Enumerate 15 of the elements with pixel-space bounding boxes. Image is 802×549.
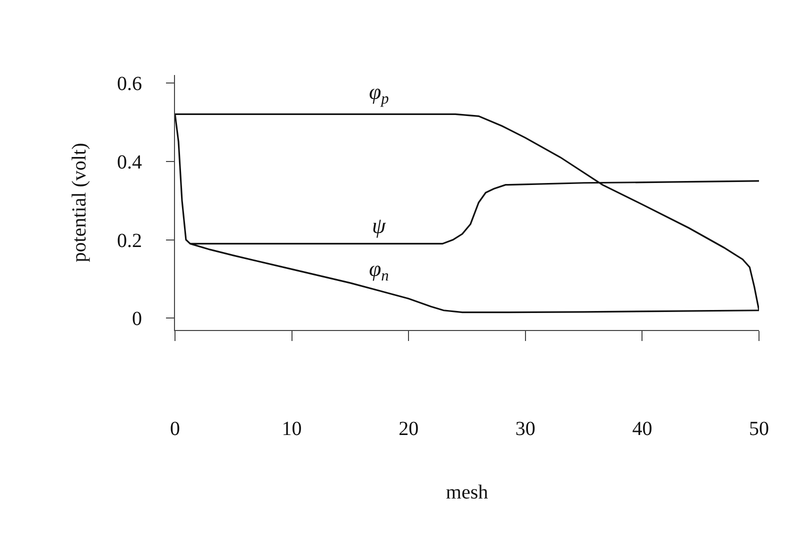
y-tick-label: 0.4 [117, 151, 142, 174]
x-tick-label: 10 [282, 418, 302, 440]
series-label: ψ [372, 213, 386, 238]
y-axis-title: potential (volt) [68, 142, 90, 262]
x-tick-label: 30 [515, 418, 536, 440]
x-tick-label: 0 [170, 418, 180, 440]
x-tick-label: 50 [749, 418, 769, 440]
series-label: φ$_{p}$ [369, 79, 390, 108]
y-tick-label: 0 [132, 308, 142, 330]
x-tick-label: 40 [632, 418, 652, 440]
y-tick-label: 0.2 [117, 230, 142, 252]
y-tick-label: 0.6 [117, 72, 142, 95]
x-tick-label: 20 [398, 418, 419, 440]
x-axis-title: mesh [446, 482, 488, 504]
series-label: φ$_{n}$ [369, 256, 390, 285]
